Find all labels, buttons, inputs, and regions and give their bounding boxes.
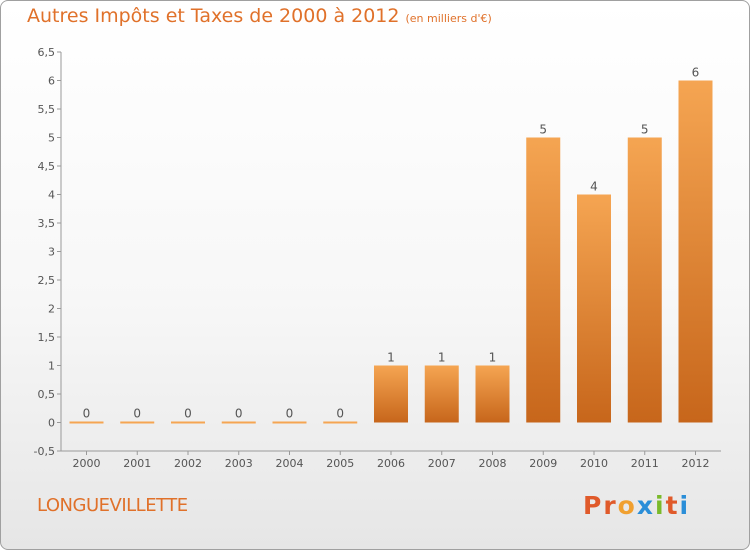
bar-value-label: 0 [235, 407, 243, 421]
x-tick-label: 2004 [276, 457, 304, 470]
bar-value-label: 5 [539, 123, 547, 137]
bar-value-label: 0 [286, 407, 294, 421]
bar-value-label: 6 [692, 66, 700, 80]
y-tick-label: 2 [48, 303, 55, 316]
logo-letter: i [679, 491, 691, 520]
x-tick-label: 2001 [123, 457, 151, 470]
bar-value-label: 1 [489, 351, 497, 365]
y-tick-label: 4,5 [38, 160, 56, 173]
bar [120, 421, 155, 424]
y-tick-label: 6 [48, 75, 55, 88]
x-tick-label: 2003 [225, 457, 253, 470]
place-name: LONGUEVILLETTE [37, 495, 188, 516]
bar-value-label: 5 [641, 123, 649, 137]
bar [221, 421, 256, 424]
chart-unit-label: (en milliers d'€) [405, 12, 492, 25]
logo-letter: t [665, 491, 680, 520]
y-tick-label: 0 [48, 417, 55, 430]
chart-title-text: Autres Impôts et Taxes de 2000 à 2012 [27, 5, 400, 27]
y-tick-label: 5,5 [38, 103, 56, 116]
bar [526, 137, 561, 423]
x-tick-label: 2005 [326, 457, 354, 470]
bar-value-label: 1 [387, 351, 395, 365]
y-tick-label: 4 [48, 189, 55, 202]
logo-letter: x [636, 491, 655, 520]
y-tick-label: 2,5 [38, 274, 56, 287]
bar [374, 365, 408, 423]
y-tick-label: 0,5 [38, 388, 56, 401]
x-tick-label: 2000 [73, 457, 101, 470]
bar [475, 365, 510, 423]
x-tick-label: 2008 [479, 457, 507, 470]
bar [627, 137, 662, 423]
bar [577, 194, 611, 423]
x-tick-label: 2011 [631, 457, 659, 470]
y-tick-label: 3,5 [38, 217, 56, 230]
proxiti-logo: Proxiti [583, 491, 690, 520]
bar [69, 421, 104, 424]
y-tick-label: 6,5 [38, 46, 56, 59]
logo-letter: r [603, 491, 618, 520]
bar [678, 80, 713, 423]
chart-title: Autres Impôts et Taxes de 2000 à 2012 (en… [27, 5, 492, 27]
y-tick-label: 1,5 [38, 331, 56, 344]
logo-letter: P [583, 491, 604, 520]
x-tick-label: 2007 [428, 457, 456, 470]
bar [424, 365, 459, 423]
bar-value-label: 1 [438, 351, 446, 365]
bar-value-label: 0 [184, 407, 192, 421]
y-tick-label: 5 [48, 132, 55, 145]
x-tick-label: 2010 [580, 457, 608, 470]
bar-value-label: 0 [336, 407, 344, 421]
logo-letter: i [655, 491, 666, 520]
x-tick-label: 2006 [377, 457, 405, 470]
y-tick-label: -0,5 [34, 445, 55, 458]
logo-letter: o [617, 491, 637, 520]
x-tick-label: 2012 [682, 457, 710, 470]
y-tick-label: 3 [48, 246, 55, 259]
y-tick-label: 1 [48, 360, 55, 373]
bar [323, 421, 358, 424]
x-tick-label: 2009 [529, 457, 557, 470]
bar [272, 421, 307, 424]
bar [171, 421, 205, 424]
x-tick-label: 2002 [174, 457, 202, 470]
bar-value-label: 0 [133, 407, 141, 421]
bar-value-label: 4 [590, 180, 598, 194]
bar-value-label: 0 [83, 407, 91, 421]
